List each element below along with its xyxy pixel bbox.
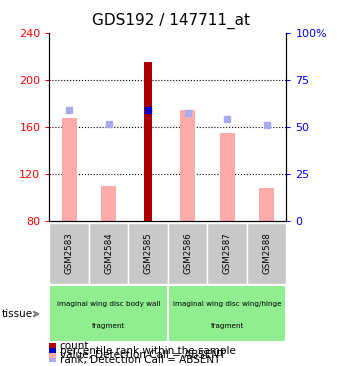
- Text: GSM2586: GSM2586: [183, 232, 192, 274]
- Bar: [89, 223, 129, 284]
- Bar: [49, 223, 89, 284]
- Text: GDS192 / 147711_at: GDS192 / 147711_at: [91, 13, 250, 29]
- Text: fragment: fragment: [92, 323, 125, 329]
- Text: percentile rank within the sample: percentile rank within the sample: [59, 346, 235, 355]
- Text: GSM2583: GSM2583: [65, 232, 74, 274]
- Bar: [101, 186, 116, 221]
- Bar: [180, 109, 195, 221]
- Text: fragment: fragment: [210, 323, 244, 329]
- Text: GSM2588: GSM2588: [262, 232, 271, 274]
- Bar: [207, 223, 247, 284]
- Text: tissue: tissue: [2, 309, 33, 319]
- Bar: [129, 223, 168, 284]
- Bar: [220, 133, 235, 221]
- Text: GSM2584: GSM2584: [104, 232, 113, 274]
- Bar: [144, 62, 152, 221]
- Text: value, Detection Call = ABSENT: value, Detection Call = ABSENT: [59, 350, 225, 360]
- Bar: [259, 188, 274, 221]
- Bar: [62, 118, 77, 221]
- Text: GSM2587: GSM2587: [223, 232, 232, 274]
- Bar: [168, 223, 207, 284]
- Text: imaginal wing disc wing/hinge: imaginal wing disc wing/hinge: [173, 300, 282, 307]
- Bar: [247, 223, 286, 284]
- Bar: [49, 285, 168, 342]
- Text: count: count: [59, 341, 89, 351]
- Bar: [168, 285, 286, 342]
- Text: rank, Detection Call = ABSENT: rank, Detection Call = ABSENT: [59, 355, 220, 365]
- Text: GSM2585: GSM2585: [144, 232, 153, 274]
- Text: imaginal wing disc body wall: imaginal wing disc body wall: [57, 300, 160, 307]
